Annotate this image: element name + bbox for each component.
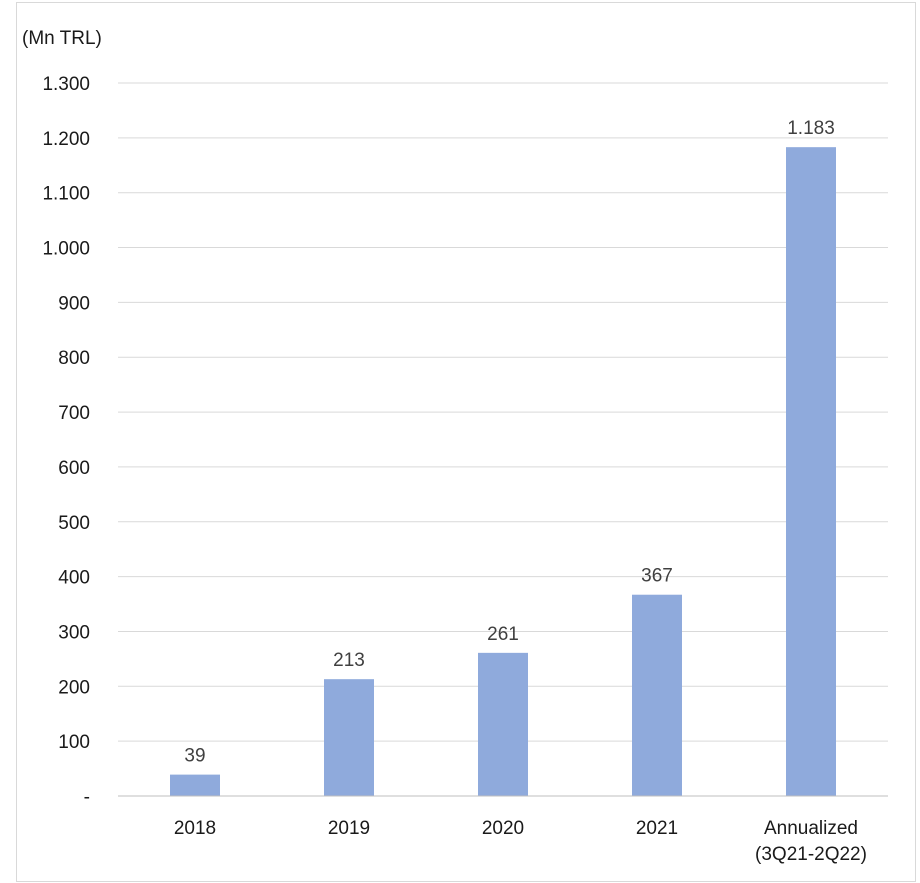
gridlines — [118, 82, 888, 742]
bar — [478, 652, 528, 796]
x-tick-label: 2020 — [482, 818, 524, 839]
y-tick-label: 300 — [58, 622, 90, 643]
y-tick-label: 400 — [58, 568, 90, 589]
x-tick-label: 2019 — [328, 818, 370, 839]
bar-data-label: 1.183 — [787, 118, 835, 139]
bar-data-label: 213 — [333, 650, 365, 671]
x-tick-label: (3Q21-2Q22) — [755, 844, 867, 865]
y-axis-tick-labels: - 100 200 300 400 500 600 700 800 900 1.000 1.100 1.… — [42, 74, 90, 808]
data-labels: 39 213 261 367 1.183 — [184, 118, 834, 766]
x-tick-label: 2018 — [174, 818, 216, 839]
bar-data-label: 367 — [641, 566, 673, 587]
y-tick-label: - — [84, 787, 90, 808]
bar-data-label: 261 — [487, 624, 519, 645]
bar — [170, 774, 220, 796]
y-tick-label: 1.000 — [42, 239, 90, 260]
y-tick-label: 1.100 — [42, 184, 90, 205]
y-tick-label: 800 — [58, 348, 90, 369]
x-tick-label: 2021 — [636, 818, 678, 839]
y-tick-label: 100 — [58, 732, 90, 753]
x-axis-tick-labels: 2018 2019 2020 2021 Annualized (3Q21-2Q22) — [174, 818, 867, 865]
y-tick-label: 1.200 — [42, 129, 90, 150]
bars — [170, 147, 836, 797]
chart-frame — [16, 2, 916, 882]
bar — [324, 679, 374, 796]
y-tick-label: 500 — [58, 513, 90, 534]
y-tick-label: 900 — [58, 293, 90, 314]
bar — [786, 147, 836, 797]
y-tick-label: 700 — [58, 403, 90, 424]
x-tick-label: Annualized — [764, 818, 858, 839]
y-tick-label: 600 — [58, 458, 90, 479]
y-tick-label: 200 — [58, 677, 90, 698]
y-tick-label: 1.300 — [42, 74, 90, 95]
bar-data-label: 39 — [184, 746, 205, 767]
unit-label: (Mn TRL) — [22, 28, 102, 49]
bar — [632, 594, 682, 796]
